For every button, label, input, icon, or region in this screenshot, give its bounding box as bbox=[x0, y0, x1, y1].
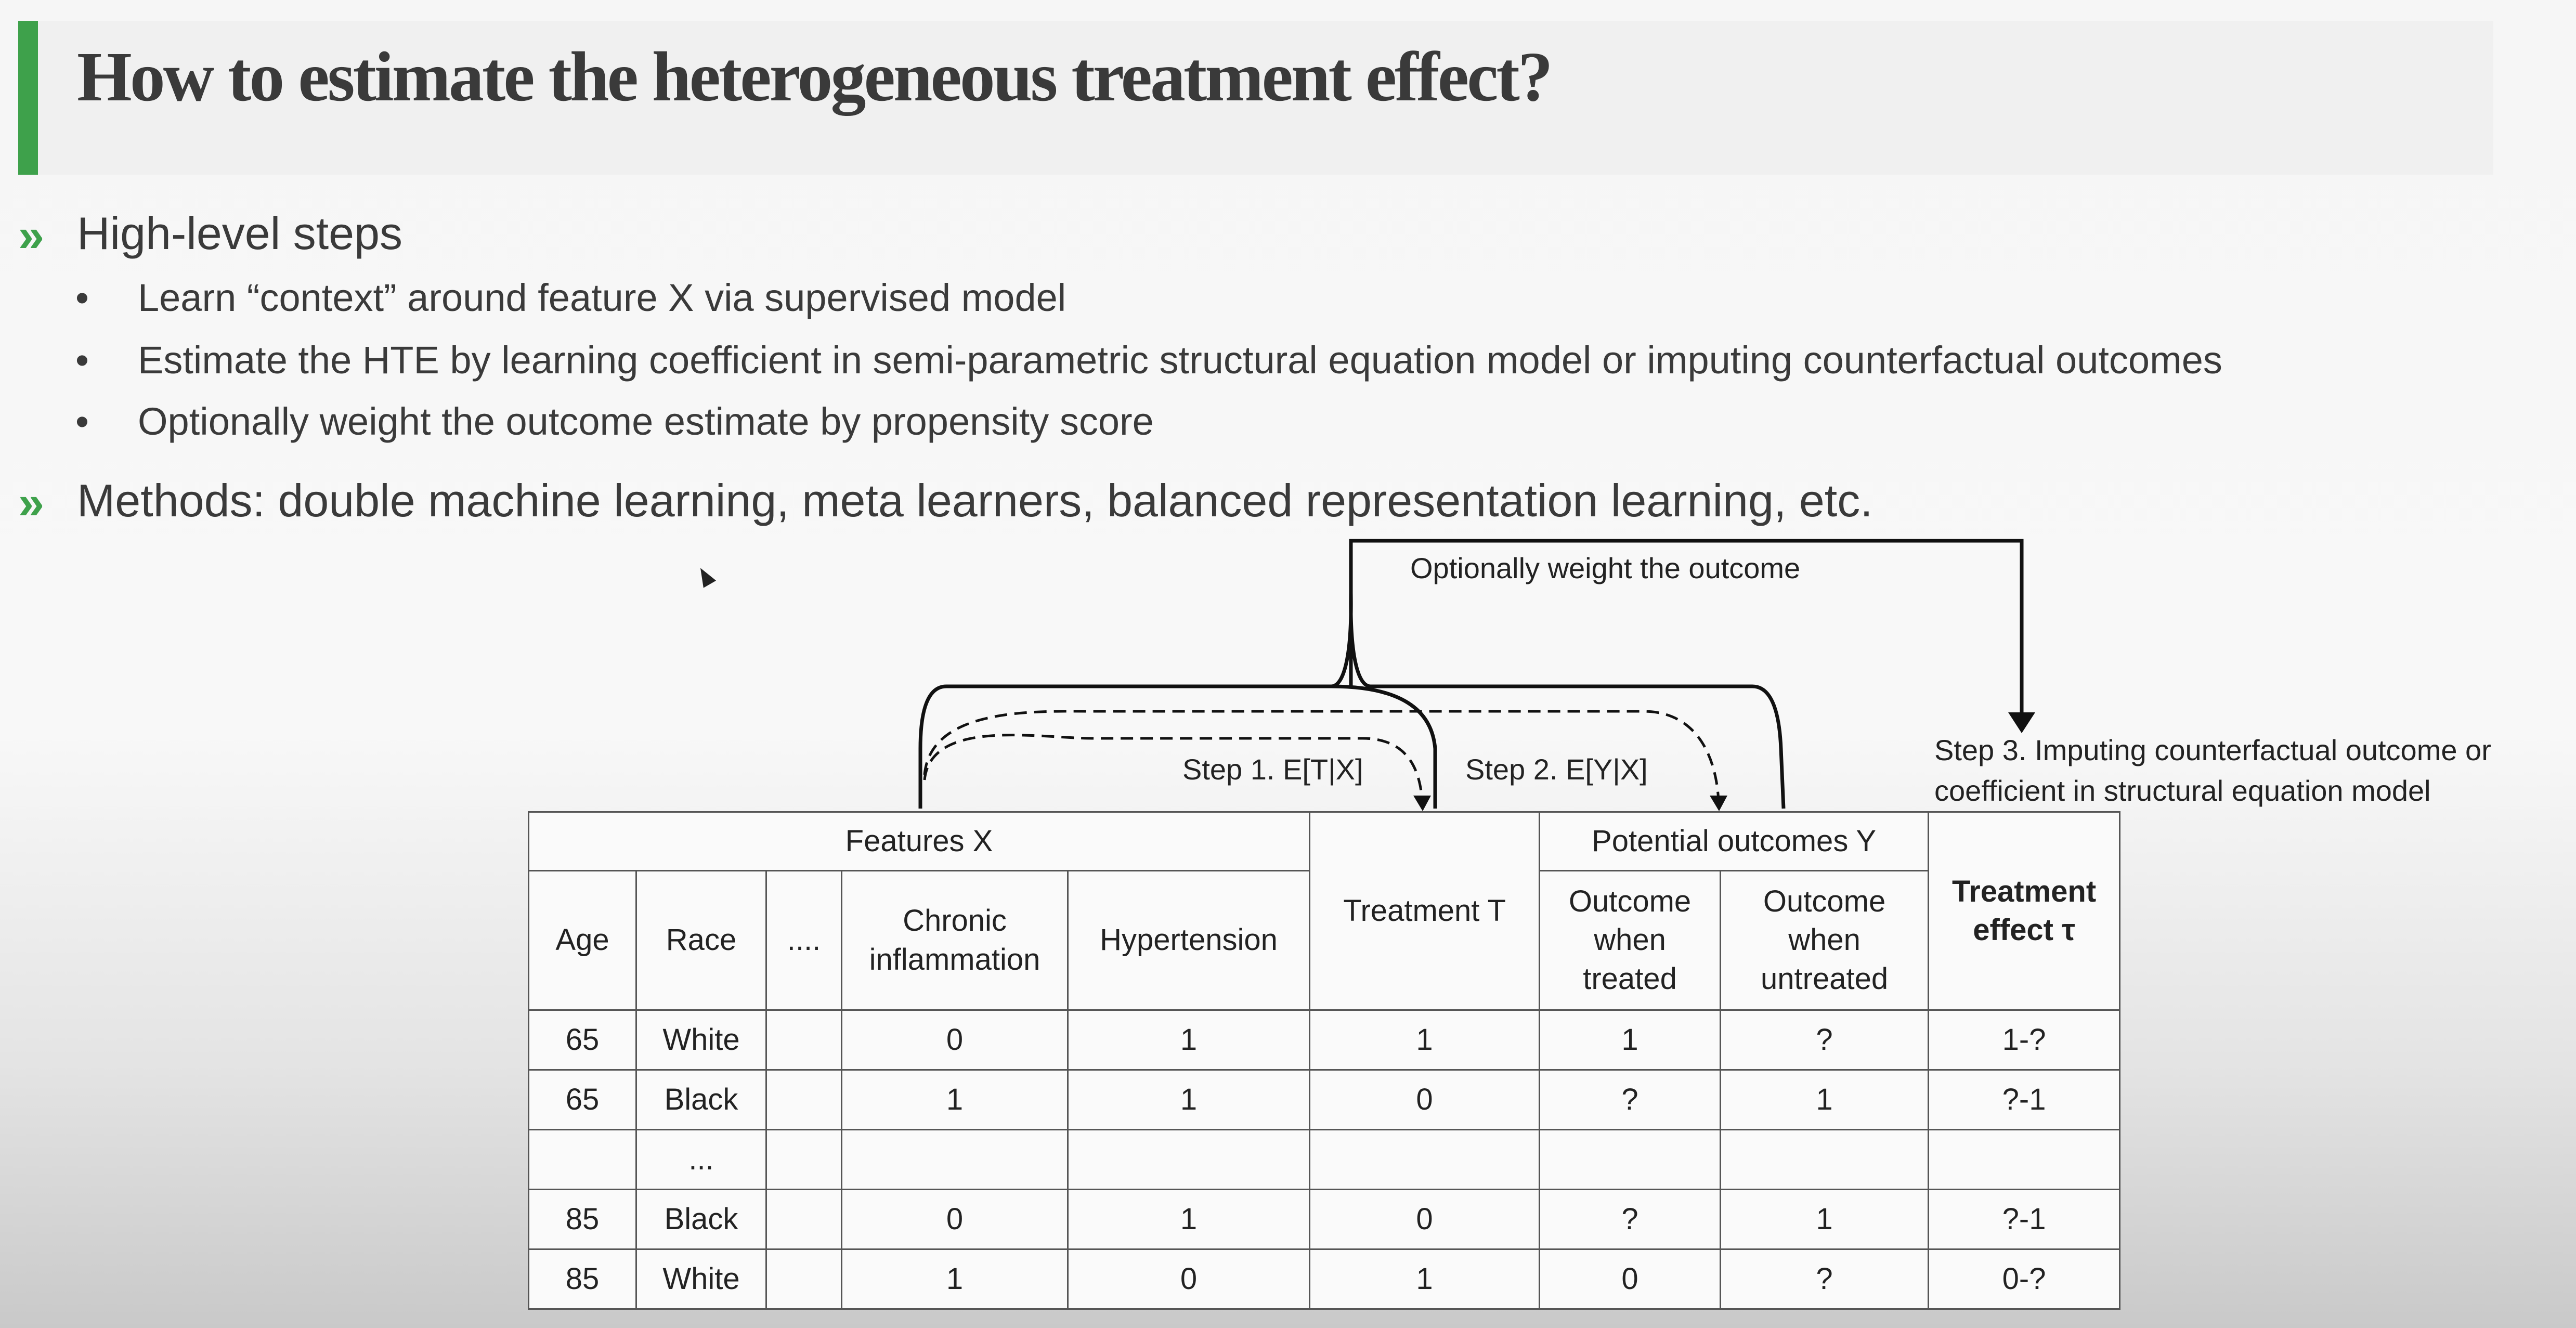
cell-effect: 1-? bbox=[1928, 1009, 2121, 1071]
cell-age bbox=[528, 1129, 637, 1190]
cell-outcome-treated bbox=[1539, 1129, 1722, 1190]
cell-treatment: 0 bbox=[1309, 1189, 1541, 1250]
hypertension-header: Hypertension bbox=[1066, 870, 1311, 1011]
cell-outcome-treated: ? bbox=[1539, 1189, 1722, 1250]
outcomes-brace-line bbox=[1371, 684, 1786, 809]
bullet-marker-icon: » bbox=[18, 210, 45, 262]
cell-age: 85 bbox=[528, 1189, 637, 1250]
weight-outcome-label: Optionally weight the outcome bbox=[1410, 552, 1801, 584]
treatment-t-header: Treatment T bbox=[1309, 811, 1541, 1011]
bullet-methods: Methods: double machine learning, meta l… bbox=[77, 475, 1873, 526]
chronic-inflammation-header: Chronic inflammation bbox=[841, 870, 1069, 1011]
cell-hypertension: 0 bbox=[1066, 1248, 1311, 1310]
sub-bullet-optionally-weight: Optionally weight the outcome estimate b… bbox=[138, 400, 1154, 443]
sub-bullet-marker-icon: • bbox=[75, 400, 89, 443]
table-row: 65 Black 1 1 0 ? 1 ?-1 bbox=[528, 1069, 2121, 1130]
features-brace-line bbox=[918, 684, 1331, 809]
cell-outcome-untreated: 1 bbox=[1720, 1069, 1930, 1130]
features-brace-line bbox=[1331, 684, 1437, 809]
cell-ellipsis bbox=[765, 1009, 842, 1071]
cell-ellipsis bbox=[765, 1069, 842, 1130]
cell-race: White bbox=[635, 1248, 767, 1310]
cell-outcome-treated: 1 bbox=[1539, 1009, 1722, 1071]
cell-hypertension: 1 bbox=[1066, 1189, 1311, 1250]
cell-effect: 0-? bbox=[1928, 1248, 2121, 1310]
cell-chronic bbox=[841, 1129, 1069, 1190]
cell-race: Black bbox=[635, 1069, 767, 1130]
cell-ellipsis bbox=[765, 1248, 842, 1310]
brace-merge-line bbox=[1331, 592, 1353, 688]
treatment-effect-header: Treatment effect τ bbox=[1928, 811, 2121, 1011]
cell-hypertension bbox=[1066, 1129, 1311, 1190]
hte-data-table: Features X Treatment T Potential outcome… bbox=[527, 811, 2121, 1310]
cell-outcome-treated: 0 bbox=[1539, 1248, 1722, 1310]
step2-label: Step 2. E[Y|X] bbox=[1465, 753, 1648, 786]
cell-age: 85 bbox=[528, 1248, 637, 1310]
outcome-untreated-header: Outcome when untreated bbox=[1720, 870, 1930, 1011]
title-bar bbox=[18, 21, 2493, 175]
outcome-treated-header: Outcome when treated bbox=[1539, 870, 1722, 1011]
cell-treatment: 0 bbox=[1309, 1069, 1541, 1130]
step3-label-line2: coefficient in structural equation model bbox=[1934, 774, 2431, 807]
cell-outcome-treated: ? bbox=[1539, 1069, 1722, 1130]
cell-effect: ?-1 bbox=[1928, 1069, 2121, 1130]
step1-dashed-arrow bbox=[923, 734, 1424, 801]
sub-bullet-estimate-hte: Estimate the HTE by learning coefficient… bbox=[138, 338, 2222, 382]
cell-treatment: 1 bbox=[1309, 1248, 1541, 1310]
cell-hypertension: 1 bbox=[1066, 1009, 1311, 1071]
cell-race: Black bbox=[635, 1189, 767, 1250]
table-row: 85 Black 0 1 0 ? 1 ?-1 bbox=[528, 1189, 2121, 1250]
cell-treatment bbox=[1309, 1129, 1541, 1190]
cell-chronic: 1 bbox=[841, 1069, 1069, 1130]
bullet-marker-icon: » bbox=[18, 477, 45, 529]
potential-outcomes-header: Potential outcomes Y bbox=[1539, 811, 1930, 871]
bullet-high-level-steps: High-level steps bbox=[77, 207, 403, 259]
slide-title: How to estimate the heterogeneous treatm… bbox=[77, 38, 1553, 116]
table-row: 85 White 1 0 1 0 ? 0-? bbox=[528, 1248, 2121, 1310]
cell-effect bbox=[1928, 1129, 2121, 1190]
cell-outcome-untreated: ? bbox=[1720, 1248, 1930, 1310]
cell-chronic: 0 bbox=[841, 1189, 1069, 1250]
cell-race: ... bbox=[635, 1129, 767, 1190]
cell-hypertension: 1 bbox=[1066, 1069, 1311, 1130]
cell-age: 65 bbox=[528, 1009, 637, 1071]
age-header: Age bbox=[528, 870, 637, 1011]
sub-bullet-learn-context: Learn “context” around feature X via sup… bbox=[138, 276, 1066, 319]
sub-bullet-marker-icon: • bbox=[75, 338, 89, 382]
race-header: Race bbox=[635, 870, 767, 1011]
step3-label-line1: Step 3. Imputing counterfactual outcome … bbox=[1934, 734, 2491, 766]
cell-chronic: 1 bbox=[841, 1248, 1069, 1310]
cell-age: 65 bbox=[528, 1069, 637, 1130]
cell-race: White bbox=[635, 1009, 767, 1071]
cell-ellipsis bbox=[765, 1189, 842, 1250]
title-accent-bar bbox=[18, 21, 38, 175]
features-x-header: Features X bbox=[527, 811, 1311, 871]
cell-outcome-untreated: ? bbox=[1720, 1009, 1930, 1071]
arrow-down-icon bbox=[2008, 712, 2035, 733]
cell-treatment: 1 bbox=[1309, 1009, 1541, 1071]
cell-chronic: 0 bbox=[841, 1009, 1069, 1071]
cell-outcome-untreated bbox=[1720, 1129, 1930, 1190]
cell-ellipsis bbox=[765, 1129, 842, 1190]
table-row: ... bbox=[528, 1129, 2121, 1190]
step1-label: Step 1. E[T|X] bbox=[1182, 753, 1363, 786]
arrow-down-icon bbox=[1710, 796, 1727, 811]
cell-effect: ?-1 bbox=[1928, 1189, 2121, 1250]
ellipsis-header: .... bbox=[765, 870, 842, 1011]
arrow-down-icon bbox=[1413, 796, 1431, 811]
table-row: 65 White 0 1 1 1 ? 1-? bbox=[528, 1009, 2121, 1071]
brace-merge-line bbox=[1349, 592, 1371, 688]
cell-outcome-untreated: 1 bbox=[1720, 1189, 1930, 1250]
sub-bullet-marker-icon: • bbox=[75, 276, 89, 319]
